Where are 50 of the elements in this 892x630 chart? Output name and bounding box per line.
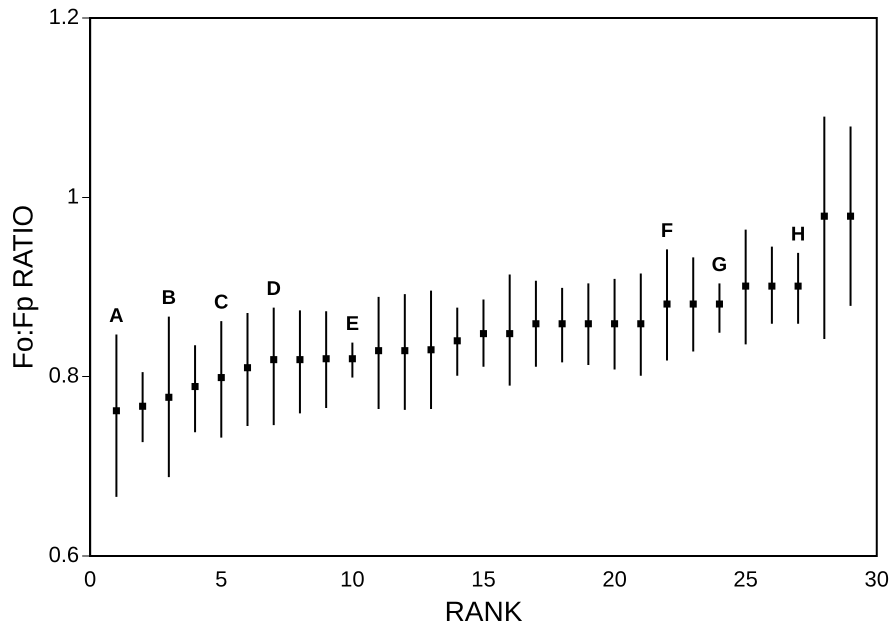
point <box>794 282 802 290</box>
point <box>244 364 252 372</box>
point <box>480 330 488 338</box>
annotation: C <box>214 292 229 314</box>
x-tick-label: 0 <box>84 566 96 592</box>
y-tick-label: 0.6 <box>48 542 80 568</box>
point <box>663 300 671 308</box>
x-tick-label: 30 <box>864 566 890 592</box>
point <box>322 355 330 362</box>
x-tick-label: 25 <box>733 566 758 592</box>
annotation: F <box>660 220 674 242</box>
annotation: E <box>346 313 360 336</box>
x-tick-label: 10 <box>340 566 365 592</box>
point <box>428 346 435 354</box>
annotation: D <box>266 278 281 300</box>
point <box>611 320 618 328</box>
x-tick-label: 15 <box>471 566 496 592</box>
annotation: B <box>162 287 176 310</box>
x-tick-label: 5 <box>215 566 228 592</box>
point <box>348 355 356 362</box>
point <box>296 356 304 364</box>
y-tick-label: 1.2 <box>48 4 80 30</box>
annotation: G <box>712 254 728 276</box>
point <box>454 337 461 344</box>
point <box>768 282 776 290</box>
annotation: H <box>790 223 806 246</box>
x-tick-label: 20 <box>602 566 627 592</box>
point <box>270 356 278 364</box>
point <box>218 374 225 382</box>
x-axis-title: RANK <box>444 596 523 627</box>
point <box>584 320 592 328</box>
point <box>820 212 828 220</box>
point <box>192 382 199 390</box>
point <box>375 347 382 354</box>
point <box>532 320 540 328</box>
point <box>112 407 120 414</box>
point <box>558 320 566 328</box>
point <box>165 394 172 401</box>
point <box>847 212 854 220</box>
point <box>506 330 514 338</box>
point <box>690 300 697 308</box>
point <box>742 282 750 290</box>
point <box>716 300 723 308</box>
y-tick-label: 1 <box>66 183 80 208</box>
y-tick-label: 0.8 <box>48 362 80 388</box>
point <box>637 320 644 328</box>
annotation: A <box>109 305 124 328</box>
point <box>139 402 146 410</box>
point <box>401 347 408 354</box>
y-axis-title: Fo:Fp RATIO <box>8 204 39 370</box>
